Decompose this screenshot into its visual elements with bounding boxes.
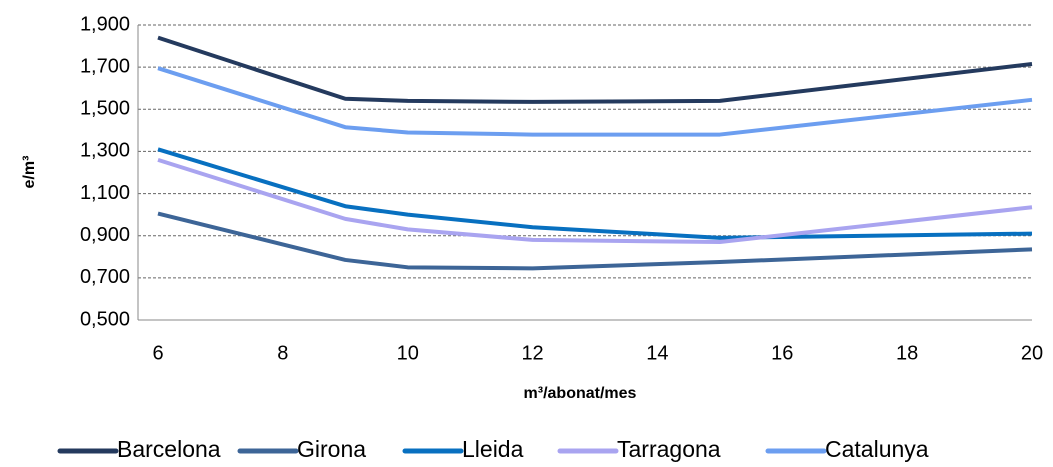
y-axis-title: e/m³ bbox=[21, 156, 38, 189]
y-tick-label: 1,500 bbox=[80, 98, 130, 120]
y-tick-label: 1,100 bbox=[80, 182, 130, 204]
x-tick-label: 16 bbox=[771, 342, 793, 364]
x-tick-label: 10 bbox=[397, 342, 419, 364]
y-tick-label: 1,700 bbox=[80, 55, 130, 77]
y-tick-label: 0,900 bbox=[80, 224, 130, 246]
legend-label: Catalunya bbox=[825, 436, 929, 462]
series-line bbox=[157, 157, 1033, 245]
y-tick-label: 0,500 bbox=[80, 308, 130, 330]
x-axis-title: m³/abonat/mes bbox=[524, 385, 637, 402]
y-tick-label: 1,300 bbox=[80, 140, 130, 162]
y-tick-label: 1,900 bbox=[80, 13, 130, 35]
legend-label: Girona bbox=[297, 436, 366, 462]
legend-label: Barcelona bbox=[117, 436, 221, 462]
x-tick-label: 18 bbox=[896, 342, 918, 364]
x-tick-label: 20 bbox=[1021, 342, 1043, 364]
x-tick-label: 6 bbox=[152, 342, 163, 364]
legend-label: Tarragona bbox=[617, 436, 721, 462]
y-tick-label: 0,700 bbox=[80, 266, 130, 288]
x-tick-label: 12 bbox=[521, 342, 543, 364]
series-line bbox=[157, 35, 1033, 104]
legend-label: Lleida bbox=[462, 436, 524, 462]
series-line bbox=[157, 211, 1033, 271]
x-tick-label: 8 bbox=[277, 342, 288, 364]
series-line bbox=[157, 66, 1033, 137]
x-tick-label: 14 bbox=[646, 342, 668, 364]
